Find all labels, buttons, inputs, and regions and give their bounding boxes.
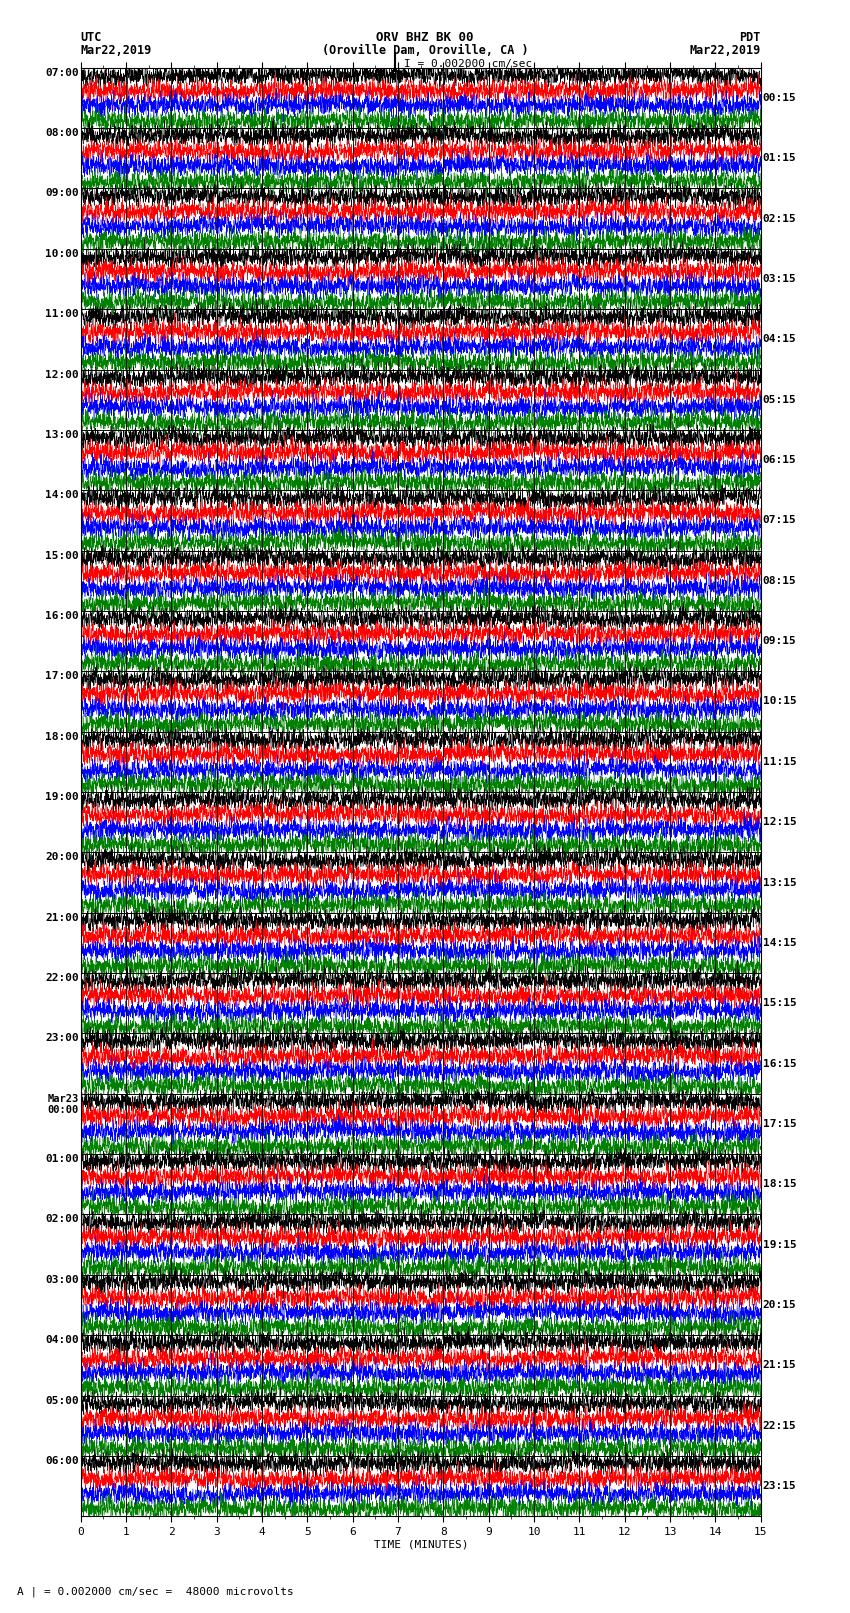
Text: 23:15: 23:15 [762,1481,796,1490]
Text: Mar22,2019: Mar22,2019 [81,44,152,58]
Text: 09:15: 09:15 [762,636,796,647]
Text: ORV BHZ BK 00: ORV BHZ BK 00 [377,31,473,45]
Text: 22:15: 22:15 [762,1421,796,1431]
Text: 23:00: 23:00 [45,1034,79,1044]
Text: 10:00: 10:00 [45,248,79,258]
Text: 04:15: 04:15 [762,334,796,344]
Text: 05:15: 05:15 [762,395,796,405]
Text: 22:00: 22:00 [45,973,79,982]
Text: 08:00: 08:00 [45,127,79,139]
Text: 06:15: 06:15 [762,455,796,465]
Text: Mar22,2019: Mar22,2019 [689,44,761,58]
Text: 21:15: 21:15 [762,1360,796,1371]
Text: 12:00: 12:00 [45,369,79,379]
Text: 20:00: 20:00 [45,852,79,863]
Text: 16:15: 16:15 [762,1058,796,1068]
Text: PDT: PDT [740,31,761,45]
Text: 13:00: 13:00 [45,431,79,440]
Text: 15:00: 15:00 [45,550,79,561]
Text: 17:15: 17:15 [762,1119,796,1129]
Text: 14:00: 14:00 [45,490,79,500]
Text: (Oroville Dam, Oroville, CA ): (Oroville Dam, Oroville, CA ) [321,44,529,58]
Text: 02:15: 02:15 [762,213,796,224]
Text: 11:15: 11:15 [762,756,796,766]
Text: 18:00: 18:00 [45,732,79,742]
Text: 18:15: 18:15 [762,1179,796,1189]
Text: 01:15: 01:15 [762,153,796,163]
Text: 19:00: 19:00 [45,792,79,802]
Text: 19:15: 19:15 [762,1240,796,1250]
Text: 01:00: 01:00 [45,1155,79,1165]
Text: I = 0.002000 cm/sec: I = 0.002000 cm/sec [404,58,532,69]
Text: 05:00: 05:00 [45,1395,79,1405]
Text: 20:15: 20:15 [762,1300,796,1310]
Text: UTC: UTC [81,31,102,45]
Text: 03:00: 03:00 [45,1274,79,1286]
Text: 13:15: 13:15 [762,877,796,887]
Text: 14:15: 14:15 [762,937,796,948]
Text: 06:00: 06:00 [45,1457,79,1466]
X-axis label: TIME (MINUTES): TIME (MINUTES) [373,1539,468,1550]
Text: 00:15: 00:15 [762,94,796,103]
Text: 07:15: 07:15 [762,516,796,526]
Text: 11:00: 11:00 [45,310,79,319]
Text: 21:00: 21:00 [45,913,79,923]
Text: 10:15: 10:15 [762,697,796,706]
Text: 17:00: 17:00 [45,671,79,681]
Text: Mar23
00:00: Mar23 00:00 [48,1094,79,1115]
Text: 12:15: 12:15 [762,818,796,827]
Text: 15:15: 15:15 [762,998,796,1008]
Text: 08:15: 08:15 [762,576,796,586]
Text: 02:00: 02:00 [45,1215,79,1224]
Text: 09:00: 09:00 [45,189,79,198]
Text: A | = 0.002000 cm/sec =  48000 microvolts: A | = 0.002000 cm/sec = 48000 microvolts [17,1587,294,1597]
Text: 03:15: 03:15 [762,274,796,284]
Text: 04:00: 04:00 [45,1336,79,1345]
Text: 07:00: 07:00 [45,68,79,77]
Text: 16:00: 16:00 [45,611,79,621]
